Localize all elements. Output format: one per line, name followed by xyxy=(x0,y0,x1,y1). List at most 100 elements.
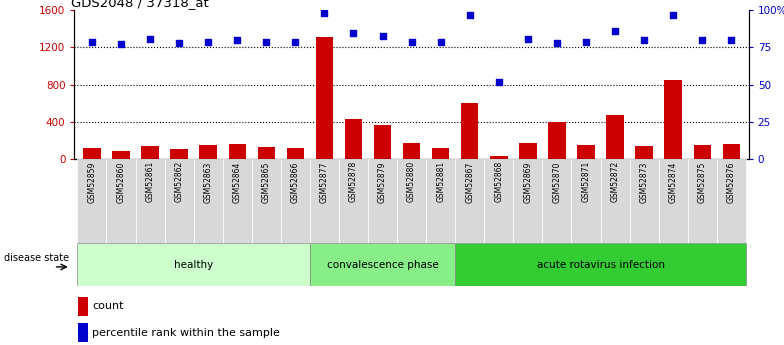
Bar xyxy=(194,159,223,243)
Text: GSM52868: GSM52868 xyxy=(494,161,503,203)
Text: disease state: disease state xyxy=(4,253,69,263)
Text: count: count xyxy=(92,301,124,311)
Text: GSM52874: GSM52874 xyxy=(669,161,677,203)
Bar xyxy=(490,156,507,159)
Point xyxy=(143,36,156,41)
Point xyxy=(347,30,360,36)
Bar xyxy=(345,119,362,159)
Bar xyxy=(485,159,514,243)
Point xyxy=(405,39,418,44)
Bar xyxy=(310,159,339,243)
Bar xyxy=(83,148,100,159)
Text: GSM52860: GSM52860 xyxy=(117,161,125,203)
Point xyxy=(289,39,302,44)
Text: GSM52859: GSM52859 xyxy=(88,161,96,203)
Bar xyxy=(170,148,188,159)
Text: GSM52871: GSM52871 xyxy=(582,161,590,203)
Point xyxy=(376,33,389,38)
Point xyxy=(608,28,621,34)
Bar xyxy=(287,148,304,159)
Bar xyxy=(252,159,281,243)
Text: GSM52876: GSM52876 xyxy=(727,161,735,203)
Bar xyxy=(397,159,426,243)
Text: GSM52872: GSM52872 xyxy=(611,161,619,203)
Point xyxy=(638,37,651,43)
Point xyxy=(114,42,127,47)
Point xyxy=(231,37,244,43)
Text: GDS2048 / 37318_at: GDS2048 / 37318_at xyxy=(71,0,209,9)
Text: healthy: healthy xyxy=(174,260,213,270)
Text: GSM52865: GSM52865 xyxy=(262,161,270,203)
Text: GSM52881: GSM52881 xyxy=(436,161,445,203)
Bar xyxy=(577,145,595,159)
Text: percentile rank within the sample: percentile rank within the sample xyxy=(92,328,280,338)
Point xyxy=(579,39,592,44)
Bar xyxy=(688,159,717,243)
Text: convalescence phase: convalescence phase xyxy=(327,260,438,270)
Bar xyxy=(717,159,746,243)
Bar xyxy=(368,159,397,243)
Bar xyxy=(136,159,165,243)
Text: GSM52864: GSM52864 xyxy=(233,161,241,203)
Bar xyxy=(78,297,88,316)
Point xyxy=(202,39,215,44)
Bar xyxy=(165,159,194,243)
Bar xyxy=(112,151,129,159)
Bar xyxy=(694,145,711,159)
Text: GSM52869: GSM52869 xyxy=(524,161,532,203)
Point xyxy=(463,12,476,18)
Text: acute rotavirus infection: acute rotavirus infection xyxy=(536,260,665,270)
Point xyxy=(318,11,331,16)
Bar xyxy=(601,159,630,243)
Point xyxy=(85,39,98,44)
Bar xyxy=(426,159,456,243)
Point xyxy=(492,79,505,84)
Text: GSM52880: GSM52880 xyxy=(407,161,416,203)
Text: GSM52866: GSM52866 xyxy=(291,161,299,203)
Bar xyxy=(519,143,536,159)
Bar xyxy=(374,125,391,159)
Point xyxy=(667,12,680,18)
Point xyxy=(725,37,738,43)
Text: GSM52878: GSM52878 xyxy=(349,161,358,203)
Text: GSM52877: GSM52877 xyxy=(320,161,329,203)
Point xyxy=(172,40,185,46)
Bar xyxy=(659,159,688,243)
Bar xyxy=(310,243,456,286)
Bar xyxy=(456,159,485,243)
Bar xyxy=(107,159,136,243)
Bar xyxy=(630,159,659,243)
Text: GSM52879: GSM52879 xyxy=(378,161,387,203)
Bar xyxy=(606,115,624,159)
Bar xyxy=(723,144,740,159)
Bar xyxy=(281,159,310,243)
Bar xyxy=(223,159,252,243)
Point xyxy=(434,39,447,44)
Bar xyxy=(456,243,746,286)
Bar xyxy=(339,159,368,243)
Bar xyxy=(543,159,572,243)
Text: GSM52861: GSM52861 xyxy=(146,161,154,203)
Bar xyxy=(316,37,333,159)
Text: GSM52862: GSM52862 xyxy=(175,161,183,203)
Bar xyxy=(432,148,449,159)
Text: GSM52873: GSM52873 xyxy=(640,161,648,203)
Text: GSM52870: GSM52870 xyxy=(553,161,561,203)
Text: GSM52875: GSM52875 xyxy=(698,161,706,203)
Point xyxy=(696,37,709,43)
Bar xyxy=(199,145,217,159)
Bar xyxy=(78,243,310,286)
Bar xyxy=(548,122,565,159)
Text: GSM52867: GSM52867 xyxy=(465,161,474,203)
Bar xyxy=(258,147,275,159)
Bar xyxy=(514,159,543,243)
Bar xyxy=(635,146,653,159)
Bar xyxy=(461,103,478,159)
Text: GSM52863: GSM52863 xyxy=(204,161,212,203)
Point xyxy=(550,40,563,46)
Bar xyxy=(78,323,88,342)
Bar xyxy=(403,143,420,159)
Point xyxy=(260,39,273,44)
Bar xyxy=(228,144,246,159)
Bar xyxy=(664,80,682,159)
